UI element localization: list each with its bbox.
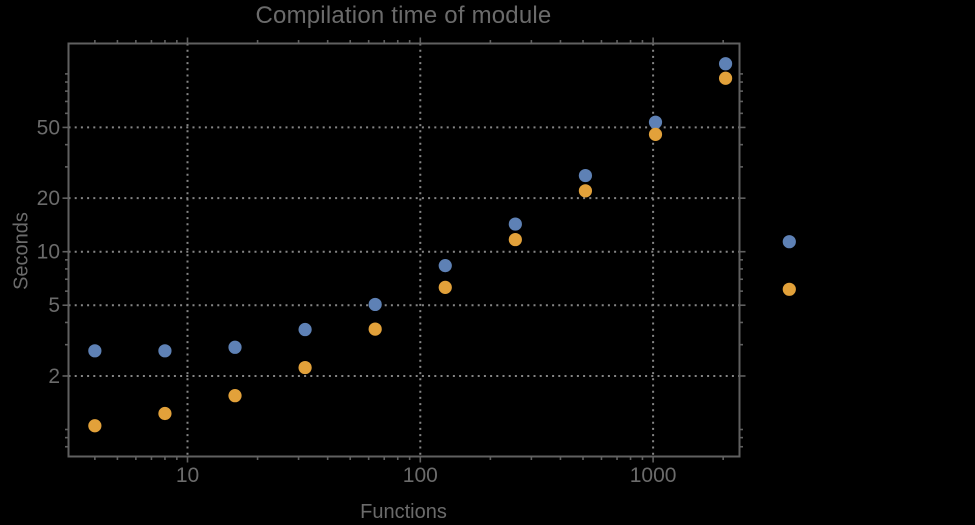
tick-labels: 10 100 1000 2 5 10 20 50 <box>37 116 677 487</box>
data-point-series1-x512 <box>578 168 593 183</box>
gridlines <box>68 43 740 457</box>
data-point-series1-x2048 <box>718 57 733 71</box>
data-point-series2-x64 <box>368 322 382 336</box>
x-axis-title: Functions <box>360 501 447 523</box>
data-point-series1-x256 <box>508 217 522 231</box>
data-point-series1-x8 <box>158 344 172 358</box>
legend-marker-1 <box>782 235 796 249</box>
data-point-series2-x32 <box>298 360 312 375</box>
y-tick-label: 2 <box>48 365 60 388</box>
y-tick-label: 10 <box>37 241 60 264</box>
x-tick-label: 10 <box>176 464 199 487</box>
plot-frame <box>67 42 741 458</box>
data-point-series1-x128 <box>438 259 452 273</box>
data-point-series2-x256 <box>508 232 522 247</box>
x-tick-label: 100 <box>403 464 438 487</box>
data-point-series2-x4 <box>88 419 102 433</box>
y-axis-title: Seconds <box>10 212 33 290</box>
data-point-series1-x1024 <box>648 115 663 129</box>
data-point-series2-x2048 <box>718 71 733 85</box>
data-point-series2-x8 <box>158 406 172 421</box>
data-point-series2-x128 <box>438 280 452 294</box>
data-point-series1-x64 <box>368 297 382 312</box>
tick-marks <box>62 37 746 463</box>
data-points <box>88 57 733 433</box>
y-tick-label: 20 <box>37 187 60 210</box>
y-tick-label: 5 <box>48 294 60 317</box>
data-point-series2-x16 <box>228 389 242 403</box>
y-tick-label: 50 <box>37 116 60 139</box>
data-point-series1-x16 <box>228 340 242 354</box>
data-point-series1-x32 <box>298 322 312 337</box>
chart-title: Compilation time of module <box>255 2 552 29</box>
legend-markers <box>782 235 796 296</box>
data-point-series2-x512 <box>578 184 593 198</box>
legend-marker-2 <box>782 282 796 296</box>
frame-rect <box>67 42 741 458</box>
data-point-series2-x1024 <box>648 127 663 141</box>
x-tick-label: 1000 <box>630 464 677 487</box>
data-point-series1-x4 <box>88 344 102 358</box>
